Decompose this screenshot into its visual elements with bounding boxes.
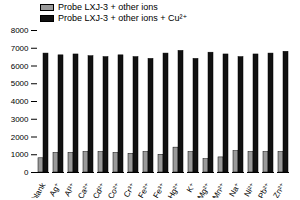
svg-text:K⁺: K⁺ bbox=[185, 181, 198, 194]
html-text:Probe LXJ-3 + other ions: Probe LXJ-3 + other ions bbox=[58, 2, 158, 12]
svg-text:Co²⁺: Co²⁺ bbox=[106, 181, 122, 198]
svg-text:0: 0 bbox=[24, 168, 29, 177]
svg-text:Pb²⁺: Pb²⁺ bbox=[256, 181, 272, 198]
svg-text:Ca²⁺: Ca²⁺ bbox=[76, 181, 92, 198]
svg-text:7000: 7000 bbox=[11, 44, 29, 53]
svg-text:5000: 5000 bbox=[11, 79, 29, 88]
html-text:Probe LXJ-3 + other ions + Cu²: Probe LXJ-3 + other ions + Cu²⁺ bbox=[58, 13, 188, 23]
svg-text:3000: 3000 bbox=[11, 115, 29, 124]
svg-text:Cd²⁺: Cd²⁺ bbox=[91, 181, 107, 198]
svg-text:Cr³⁺: Cr³⁺ bbox=[122, 181, 137, 198]
svg-text:Hg²⁺: Hg²⁺ bbox=[166, 181, 182, 198]
svg-text:4000: 4000 bbox=[11, 97, 29, 106]
svg-text:Mn²⁺: Mn²⁺ bbox=[211, 181, 228, 198]
svg-text:Fe²⁺: Fe²⁺ bbox=[137, 181, 153, 198]
svg-text:Ag⁺: Ag⁺ bbox=[48, 181, 63, 198]
svg-text:Na⁺: Na⁺ bbox=[227, 181, 242, 198]
svg-text:Fe³⁺: Fe³⁺ bbox=[152, 181, 168, 198]
svg-text:blank: blank bbox=[30, 180, 48, 198]
svg-text:1000: 1000 bbox=[11, 150, 29, 159]
svg-text:Zn²⁺: Zn²⁺ bbox=[272, 181, 288, 198]
svg-text:6000: 6000 bbox=[11, 62, 29, 71]
svg-text:2000: 2000 bbox=[11, 133, 29, 142]
svg-text:Mg²⁺: Mg²⁺ bbox=[196, 181, 213, 198]
svg-text:Al³⁺: Al³⁺ bbox=[63, 181, 78, 198]
svg-text:8000: 8000 bbox=[11, 26, 29, 35]
svg-text:Ni²⁺: Ni²⁺ bbox=[242, 181, 257, 198]
